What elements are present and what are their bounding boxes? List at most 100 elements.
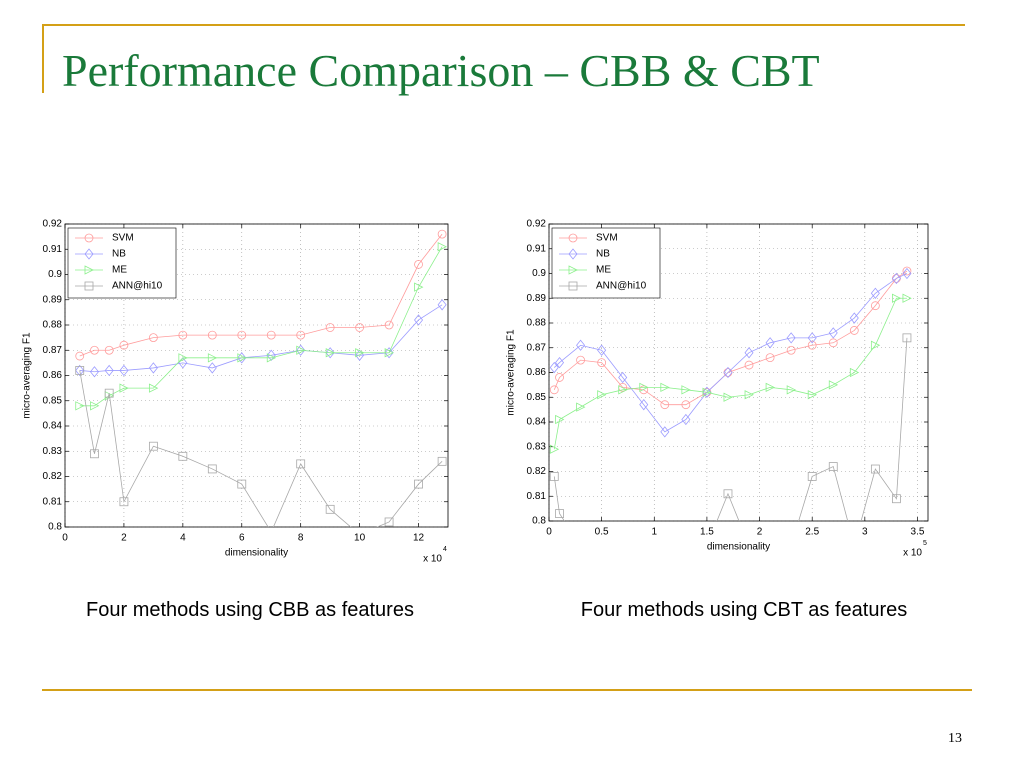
marker	[702, 387, 712, 397]
marker	[681, 400, 691, 410]
marker	[597, 390, 607, 400]
y-tick-label: 0.84	[43, 421, 63, 432]
series-line	[553, 273, 908, 433]
marker	[90, 449, 99, 459]
plot-area	[75, 229, 448, 527]
marker	[555, 509, 564, 518]
marker	[148, 362, 158, 374]
legend-label: ANN@hi10	[112, 281, 163, 292]
x-tick-label: 0.5	[595, 527, 609, 538]
y-tick-label: 0.86	[43, 370, 63, 381]
marker	[266, 349, 276, 361]
series-line	[79, 370, 443, 527]
marker	[660, 400, 670, 410]
y-tick-label: 0.9	[48, 269, 62, 280]
marker	[870, 301, 880, 311]
y-tick-label: 0.83	[43, 446, 63, 457]
marker	[660, 426, 670, 438]
marker	[702, 386, 712, 398]
marker	[870, 287, 880, 299]
marker	[555, 356, 565, 369]
marker	[555, 373, 564, 382]
x-scale-exponent: 4	[443, 546, 447, 553]
marker	[902, 333, 912, 343]
marker	[90, 345, 99, 355]
axes-box	[64, 223, 449, 528]
marker	[549, 385, 559, 395]
marker	[437, 242, 448, 252]
y-axis-label: micro-averaging F1	[22, 332, 33, 419]
marker	[828, 338, 838, 348]
marker	[577, 542, 585, 550]
marker	[576, 402, 586, 412]
marker	[807, 390, 818, 400]
marker	[849, 367, 860, 378]
series-line	[553, 337, 908, 521]
x-scale-label: x 10	[903, 548, 922, 559]
x-tick-label: 3	[862, 527, 868, 538]
marker	[75, 364, 85, 377]
y-tick-label: 0.92	[43, 219, 63, 230]
marker	[75, 366, 85, 375]
marker	[84, 233, 94, 243]
marker	[828, 327, 838, 339]
marker	[384, 517, 394, 527]
x-axis-label: dimensionality	[225, 548, 288, 559]
y-tick-label: 0.83	[527, 441, 547, 452]
x-tick-label: 12	[413, 533, 425, 544]
marker	[296, 345, 306, 355]
caption: Four methods using CBB as features	[86, 599, 414, 621]
marker	[325, 347, 335, 359]
marker	[549, 444, 560, 454]
legend-label: ME	[112, 265, 127, 276]
marker	[84, 265, 94, 275]
marker	[807, 472, 817, 481]
legend-label: SVM	[596, 233, 618, 244]
y-tick-label: 0.88	[527, 318, 547, 329]
series-line	[79, 246, 443, 407]
marker	[766, 554, 774, 562]
marker	[619, 567, 627, 575]
marker	[568, 281, 578, 291]
y-tick-label: 0.8	[532, 516, 546, 527]
marker	[744, 347, 754, 359]
chart: 0.8 0.81 0.82 0.83 0.84 0.85 0.86 0.87 0.88 0.89 0…	[22, 219, 449, 565]
legend-label: NB	[112, 249, 126, 260]
marker	[237, 330, 247, 340]
marker	[325, 504, 335, 514]
marker	[296, 330, 306, 340]
marker	[266, 330, 276, 340]
marker	[75, 351, 85, 361]
marker	[384, 348, 394, 358]
x-tick-label: 2	[121, 533, 127, 544]
marker	[207, 353, 218, 363]
marker	[787, 542, 795, 550]
legend-label: ANN@hi10	[596, 281, 647, 292]
marker	[178, 451, 188, 461]
marker	[681, 385, 691, 395]
x-tick-label: 2.5	[805, 527, 819, 538]
marker	[786, 345, 796, 355]
x-tick-label: 1.5	[700, 527, 714, 538]
marker	[119, 340, 129, 350]
marker	[765, 382, 775, 392]
marker	[828, 380, 839, 390]
marker	[850, 542, 858, 550]
marker	[892, 494, 901, 504]
series-line	[79, 233, 443, 357]
y-tick-label: 0.82	[43, 471, 63, 482]
marker	[237, 353, 247, 363]
marker	[681, 413, 691, 426]
marker	[555, 414, 565, 425]
marker	[849, 312, 859, 324]
legend-label: ME	[596, 265, 611, 276]
marker	[902, 267, 912, 280]
legend-label: SVM	[112, 233, 134, 244]
marker	[576, 355, 585, 365]
marker	[618, 385, 628, 395]
marker	[414, 259, 423, 269]
marker	[640, 554, 648, 562]
y-tick-label: 0.81	[43, 496, 63, 507]
y-tick-label: 0.92	[527, 219, 547, 230]
marker	[207, 362, 217, 374]
